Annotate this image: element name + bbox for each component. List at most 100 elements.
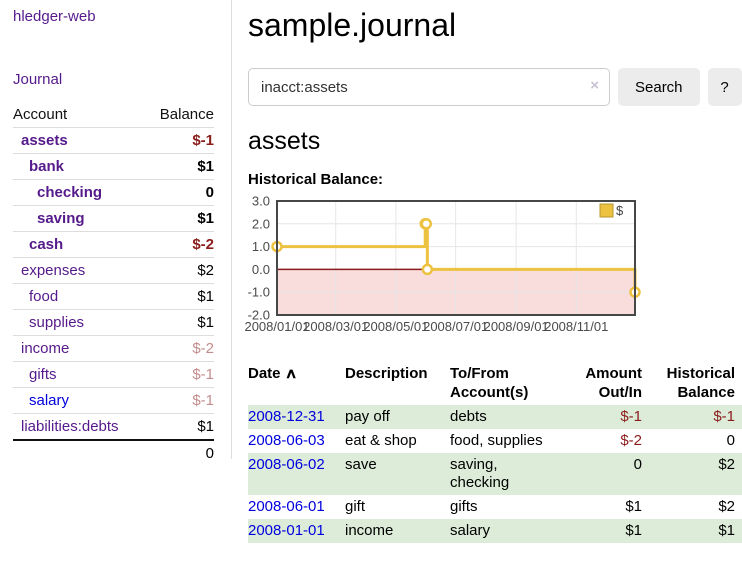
search-button[interactable]: Search xyxy=(618,68,700,106)
register-header-date[interactable]: Date ∧ xyxy=(248,361,345,405)
transaction-amount: $1 xyxy=(625,522,642,539)
account-balance: $-1 xyxy=(145,361,214,388)
x-tick-label: 2008/03/01 xyxy=(303,319,368,334)
transaction-balance: $2 xyxy=(718,498,735,515)
account-row: supplies $1 xyxy=(13,309,214,336)
data-point-marker xyxy=(420,218,433,230)
sidebar: hledger-web Journal Account Balance asse… xyxy=(0,0,232,466)
y-tick-label: -1.0 xyxy=(248,285,270,300)
sort-ascending-icon: ∧ xyxy=(284,365,298,381)
plot-border xyxy=(276,200,636,316)
account-link[interactable]: cash xyxy=(29,236,64,253)
register-row: 2008-06-03 eat & shop food, supplies $-2 0 xyxy=(248,429,742,453)
account-row: saving $1 xyxy=(13,205,214,232)
account-row: gifts $-1 xyxy=(13,361,214,388)
accounts-header-balance: Balance xyxy=(159,106,214,123)
y-tick-label: -2.0 xyxy=(248,308,270,323)
transaction-accounts: gifts xyxy=(450,498,478,515)
transaction-description: eat & shop xyxy=(345,432,417,449)
sidebar-item-journal[interactable]: Journal xyxy=(13,71,63,88)
account-row: checking 0 xyxy=(13,179,214,206)
register-header-row: Date ∧ Description To/From Account(s) Amo… xyxy=(248,361,742,405)
brand-link[interactable]: hledger-web xyxy=(13,8,96,25)
page-title: sample.journal xyxy=(248,7,457,43)
register-header-balance: Historical Balance xyxy=(666,365,735,401)
transaction-amount: 0 xyxy=(633,456,642,473)
transaction-balance: $2 xyxy=(718,456,735,473)
account-link[interactable]: assets xyxy=(21,132,68,149)
balance-chart[interactable]: 3.0 2.0 1.0 0.0 -1.0 -2.0 2008/01/01 2008/03/01… xyxy=(244,194,742,339)
account-link[interactable]: expenses xyxy=(21,262,86,279)
account-balance: $1 xyxy=(145,413,214,440)
account-link[interactable]: checking xyxy=(37,184,103,201)
account-row: bank $1 xyxy=(13,153,214,180)
account-link[interactable]: food xyxy=(29,288,59,305)
transaction-date-link[interactable]: 2008-06-03 xyxy=(248,432,325,449)
y-tick-label: 1.0 xyxy=(252,239,270,254)
transaction-date-link[interactable]: 2008-12-31 xyxy=(248,408,325,425)
x-tick-label: 2008/05/01 xyxy=(363,319,428,334)
data-point-marker xyxy=(421,263,434,276)
account-balance: $1 xyxy=(145,153,214,180)
account-link[interactable]: gifts xyxy=(29,366,57,383)
historical-balance-plot: 3.0 2.0 1.0 0.0 -1.0 -2.02008/01/012008/03/01… xyxy=(244,194,641,334)
account-link[interactable]: salary xyxy=(29,392,70,409)
transaction-description: save xyxy=(345,456,377,473)
account-balance: $-2 xyxy=(145,231,214,258)
sidebar-nav: Journal xyxy=(13,71,213,88)
account-balance: $-1 xyxy=(145,387,214,414)
search-input[interactable] xyxy=(248,68,610,106)
account-link[interactable]: supplies xyxy=(29,314,85,331)
transaction-description: gift xyxy=(345,498,366,515)
register-row: 2008-01-01 income salary $1 $1 xyxy=(248,519,742,543)
account-row: assets $-1 xyxy=(13,127,214,154)
account-row: cash $-2 xyxy=(13,231,214,258)
accounts-total-row: 0 xyxy=(13,439,214,466)
transaction-balance: $-1 xyxy=(713,408,735,425)
register-header-description: Description xyxy=(345,365,428,382)
account-link[interactable]: saving xyxy=(37,210,85,227)
transaction-date-link[interactable]: 2008-01-01 xyxy=(248,522,325,539)
main-content: sample.journal × Search ? assets Histori… xyxy=(232,0,742,543)
clear-search-icon[interactable]: × xyxy=(590,77,599,94)
account-row: salary $-1 xyxy=(13,387,214,414)
account-link[interactable]: income xyxy=(21,340,70,357)
transaction-balance: 0 xyxy=(726,432,735,449)
x-tick-label: 2008/11/01 xyxy=(544,319,608,334)
accounts-header-row: Account Balance xyxy=(13,102,214,128)
search-help-button[interactable]: ? xyxy=(707,68,742,106)
account-link[interactable]: bank xyxy=(29,158,65,175)
transaction-amount: $1 xyxy=(625,498,642,515)
register-header-accounts: To/From Account(s) xyxy=(450,365,529,401)
register-header-amount: Amount Out/In xyxy=(585,365,642,401)
y-tick-label: 2.0 xyxy=(252,216,270,231)
y-tick-label: 3.0 xyxy=(252,194,270,209)
account-balance: $1 xyxy=(145,309,214,336)
register-header-date-label: Date xyxy=(248,365,281,382)
transaction-date-link[interactable]: 2008-06-02 xyxy=(248,456,325,473)
transaction-description: income xyxy=(345,522,394,539)
search-form: × Search ? xyxy=(248,68,742,106)
account-row: food $1 xyxy=(13,283,214,310)
account-row: expenses $2 xyxy=(13,257,214,284)
search-input-wrap: × xyxy=(248,68,610,106)
account-balance: $-2 xyxy=(145,335,214,362)
hledger-web-app: hledger-web Journal Account Balance asse… xyxy=(0,0,742,543)
x-tick-label: 2008/07/01 xyxy=(423,319,488,334)
x-tick-label: 2008/01/01 xyxy=(244,319,309,334)
account-balance: $-1 xyxy=(145,127,214,154)
transaction-accounts: debts xyxy=(450,408,487,425)
account-link[interactable]: liabilities:debts xyxy=(21,418,119,435)
account-row: income $-2 xyxy=(13,335,214,362)
transaction-accounts: salary xyxy=(450,522,491,539)
legend-label: $ xyxy=(616,203,624,218)
transaction-balance: $1 xyxy=(718,522,735,539)
transaction-date-link[interactable]: 2008-06-01 xyxy=(248,498,325,515)
accounts-table: Account Balance assets $-1 bank $1 checking 0… xyxy=(13,102,214,466)
accounts-header-account: Account xyxy=(13,106,68,123)
y-tick-label: 0.0 xyxy=(252,262,270,277)
transaction-description: pay off xyxy=(345,408,390,425)
account-title: assets xyxy=(248,127,321,155)
x-tick-label: 2008/09/01 xyxy=(484,319,549,334)
account-balance: $1 xyxy=(145,205,214,232)
